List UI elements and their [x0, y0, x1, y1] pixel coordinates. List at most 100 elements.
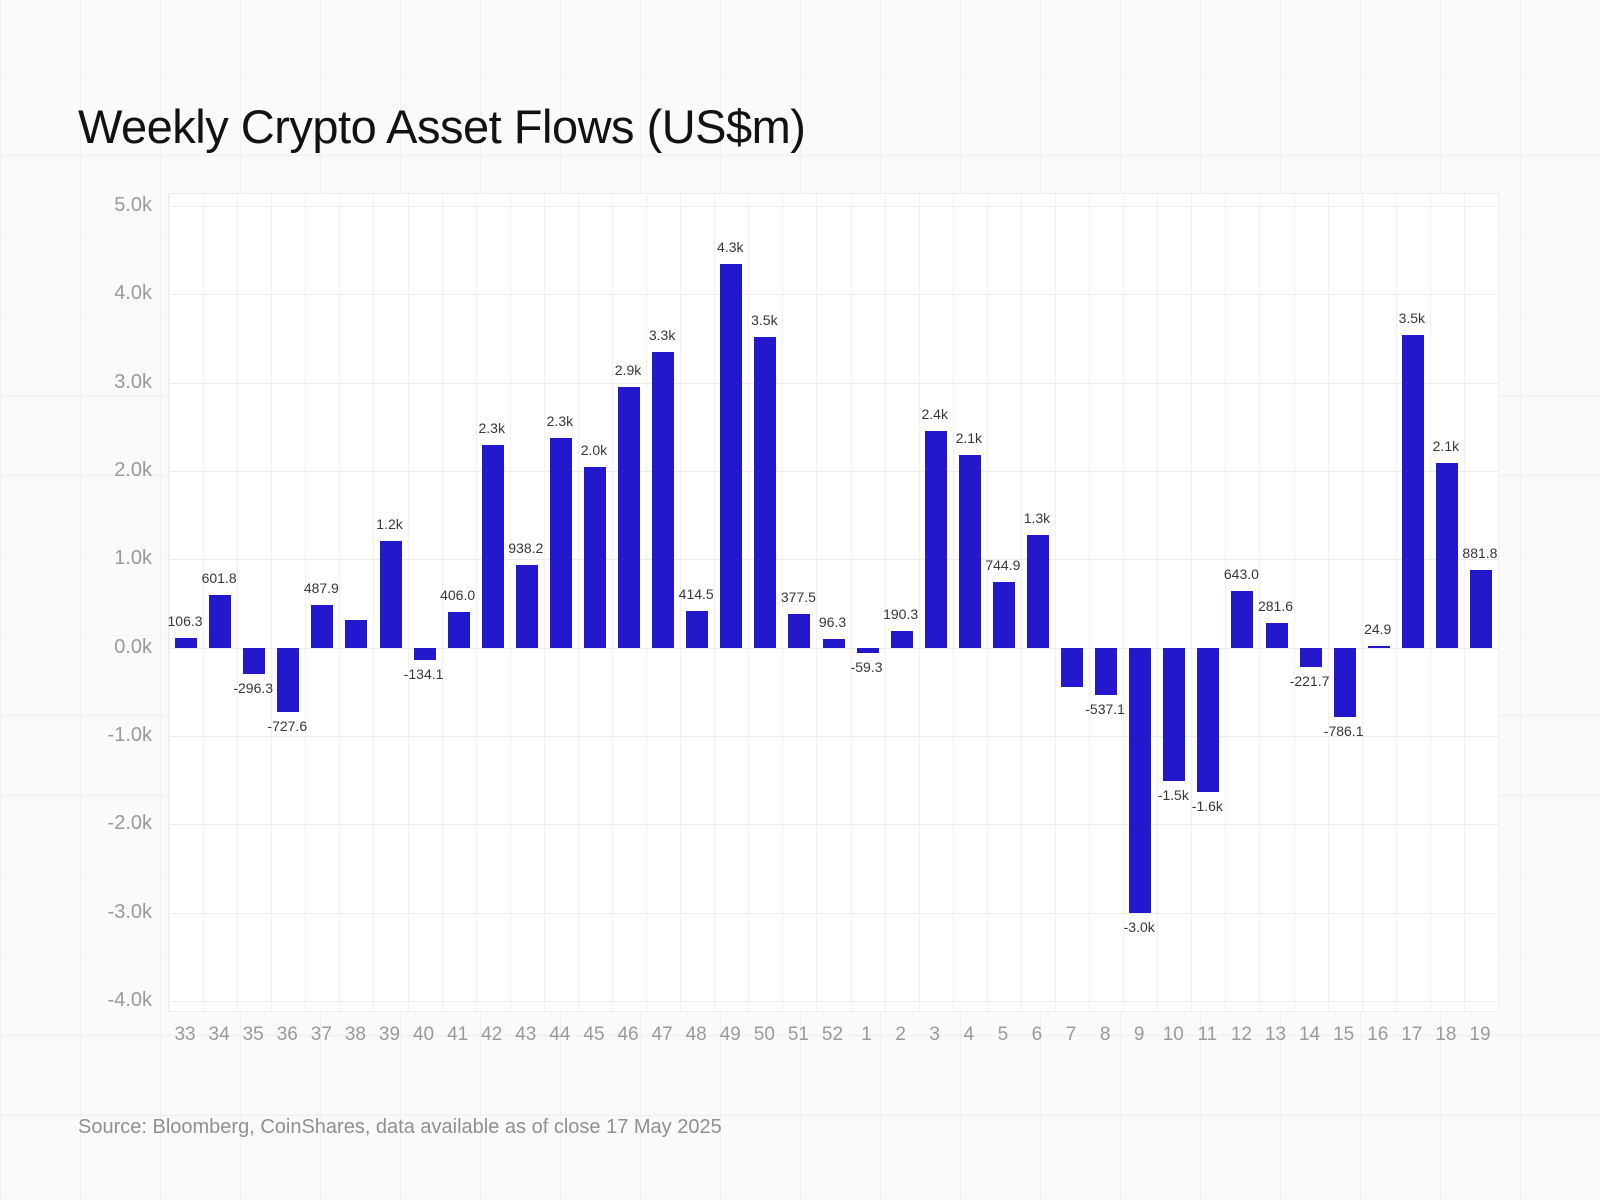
- bar: [1061, 647, 1084, 687]
- x-tick-label: 1: [861, 1024, 872, 1045]
- x-gridline: [1498, 194, 1499, 1011]
- bar: [175, 638, 198, 648]
- x-gridline: [986, 194, 988, 1011]
- bar: [1026, 534, 1049, 648]
- x-tick-label: 36: [276, 1024, 298, 1045]
- x-tick-label: 17: [1401, 1024, 1423, 1045]
- bar-value-label: -59.3: [850, 658, 883, 675]
- bar-value-label: 4.3k: [717, 239, 744, 256]
- x-gridline: [339, 194, 341, 1011]
- x-gridline: [1157, 194, 1159, 1011]
- bar-value-label: -221.7: [1289, 673, 1330, 690]
- bar-value-label: 24.9: [1364, 620, 1392, 637]
- bar-value-label: 938.2: [508, 539, 544, 556]
- x-tick-label: 19: [1469, 1024, 1491, 1045]
- bar: [481, 445, 504, 648]
- bar-value-label: 96.3: [818, 614, 847, 631]
- bar-value-label: 601.8: [201, 569, 237, 586]
- x-gridline: [475, 194, 477, 1011]
- x-gridline: [646, 194, 648, 1011]
- bar: [720, 264, 743, 648]
- bar-value-label: 3.5k: [1398, 310, 1426, 327]
- x-tick-label: 12: [1230, 1024, 1252, 1045]
- bar-value-label: 643.0: [1223, 565, 1259, 582]
- x-tick-label: 38: [344, 1024, 366, 1045]
- bar: [549, 438, 572, 648]
- bar: [822, 639, 845, 648]
- bar-value-label: 2.1k: [955, 430, 983, 447]
- x-tick-label: 2: [895, 1024, 906, 1045]
- bar-value-label: 487.9: [303, 579, 339, 596]
- x-tick-label: 41: [447, 1024, 469, 1045]
- bar-value-label: 744.9: [985, 556, 1021, 573]
- bar-value-label: 1.2k: [376, 515, 403, 532]
- y-gridline: [169, 647, 1498, 649]
- x-gridline: [952, 194, 954, 1011]
- bar: [788, 614, 811, 648]
- y-tick-label: 1.0k: [114, 547, 152, 570]
- bar-value-label: 1.3k: [1023, 509, 1051, 526]
- x-gridline: [714, 194, 716, 1011]
- y-tick-label: 5.0k: [114, 194, 152, 217]
- y-tick-label: 2.0k: [114, 459, 152, 482]
- y-gridline: [169, 736, 1498, 738]
- x-tick-label: 10: [1162, 1024, 1184, 1045]
- bar-value-label: -1.5k: [1157, 787, 1189, 804]
- chart-title: Weekly Crypto Asset Flows (US$m): [78, 100, 806, 154]
- bar-value-label: 2.0k: [580, 441, 608, 458]
- x-gridline: [816, 194, 818, 1011]
- bar: [856, 647, 879, 653]
- bar-value-label: 406.0: [440, 586, 476, 603]
- x-gridline: [1123, 194, 1125, 1011]
- x-gridline: [441, 194, 443, 1011]
- x-gridline: [1020, 194, 1022, 1011]
- x-tick-label: 11: [1197, 1024, 1218, 1045]
- x-tick-label: 34: [208, 1024, 230, 1045]
- bar: [379, 540, 402, 648]
- x-tick-label: 18: [1435, 1024, 1457, 1045]
- x-gridline: [918, 194, 920, 1011]
- bar-value-label: -296.3: [233, 679, 274, 696]
- x-tick-label: 35: [242, 1024, 264, 1045]
- bar-value-label: -786.1: [1323, 723, 1364, 740]
- bar: [1299, 647, 1322, 668]
- bar: [924, 431, 947, 648]
- bar: [958, 455, 981, 648]
- y-gridline: [169, 1000, 1498, 1002]
- x-tick-label: 49: [719, 1024, 741, 1045]
- x-gridline: [1055, 194, 1056, 1011]
- x-gridline: [1191, 194, 1193, 1011]
- bar-value-label: -1.6k: [1191, 797, 1223, 814]
- bar-value-label: -134.1: [403, 665, 444, 682]
- y-gridline: [169, 294, 1498, 296]
- x-tick-label: 7: [1065, 1024, 1077, 1045]
- y-tick-label: 3.0k: [114, 370, 152, 393]
- x-tick-label: 45: [583, 1024, 605, 1045]
- bar-value-label: 377.5: [780, 589, 816, 606]
- bar-value-label: 3.5k: [751, 311, 778, 328]
- bar-value-label: 106.3: [167, 613, 203, 630]
- x-tick-label: 50: [753, 1024, 775, 1045]
- bar: [1231, 590, 1254, 648]
- x-gridline: [1361, 194, 1363, 1011]
- x-tick-label: 44: [549, 1024, 571, 1045]
- x-gridline: [407, 194, 409, 1011]
- y-gridline: [169, 559, 1498, 561]
- plot-area: [168, 193, 1499, 1012]
- x-gridline: [1429, 194, 1431, 1011]
- x-gridline: [543, 194, 545, 1011]
- bar-value-label: 2.4k: [921, 406, 948, 423]
- bar: [1095, 647, 1118, 696]
- bar: [1401, 335, 1424, 648]
- x-gridline: [612, 194, 613, 1011]
- bar: [652, 351, 675, 648]
- x-gridline: [271, 194, 273, 1011]
- x-gridline: [373, 194, 375, 1011]
- x-tick-label: 15: [1333, 1024, 1355, 1045]
- x-tick-label: 6: [1031, 1024, 1043, 1045]
- bar: [243, 647, 266, 674]
- x-tick-label: 3: [929, 1024, 940, 1045]
- x-tick-label: 33: [174, 1024, 196, 1045]
- y-tick-label: 4.0k: [114, 282, 152, 305]
- bar: [1333, 647, 1356, 718]
